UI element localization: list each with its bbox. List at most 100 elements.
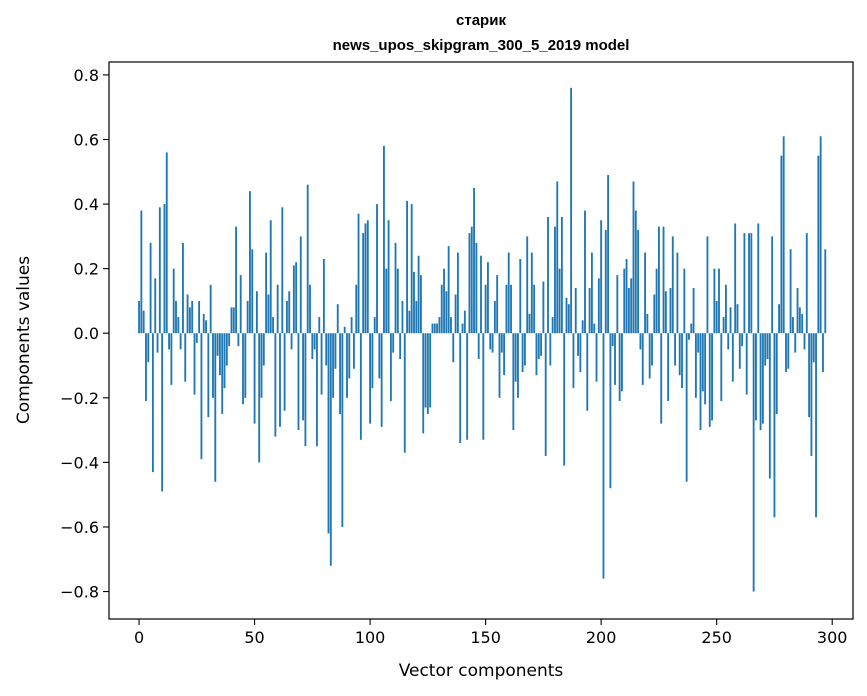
bar-component-107 xyxy=(385,268,388,334)
bar-component-12 xyxy=(165,152,168,334)
bar-component-278 xyxy=(780,155,783,334)
bar-component-99 xyxy=(366,220,369,334)
bar-component-142 xyxy=(466,333,469,440)
bar-component-20 xyxy=(184,333,187,382)
bar-component-277 xyxy=(778,304,780,334)
x-tick-label: 50 xyxy=(244,628,264,647)
bar-component-3 xyxy=(145,333,147,402)
y-tick-label: −0.6 xyxy=(60,518,99,537)
bar-component-137 xyxy=(454,294,457,334)
chart-title: старик xyxy=(456,12,506,29)
bar-component-218 xyxy=(641,333,644,385)
bar-component-194 xyxy=(586,333,589,411)
bar-component-230 xyxy=(669,288,672,334)
y-tick-label: 0.6 xyxy=(74,130,99,149)
bar-component-71 xyxy=(302,333,305,421)
bar-component-134 xyxy=(447,246,450,334)
bar-component-145 xyxy=(473,187,475,334)
bar-component-227 xyxy=(662,226,665,334)
bar-component-68 xyxy=(295,262,298,334)
bar-component-254 xyxy=(725,284,727,334)
bar-component-272 xyxy=(766,333,769,360)
bar-component-292 xyxy=(812,333,815,363)
bar-component-164 xyxy=(517,333,519,398)
bar-component-100 xyxy=(369,333,372,424)
bar-component-22 xyxy=(188,307,191,334)
bar-component-109 xyxy=(389,333,392,402)
bar-component-294 xyxy=(817,155,820,334)
bar-component-280 xyxy=(785,333,787,372)
bar-component-207 xyxy=(616,275,619,334)
bar-component-176 xyxy=(544,333,547,456)
bar-component-21 xyxy=(186,294,189,334)
bar-component-47 xyxy=(246,300,249,334)
y-tick-label: 0.2 xyxy=(74,260,99,279)
bar-component-220 xyxy=(646,313,649,334)
x-tick-label: 100 xyxy=(355,628,386,647)
bar-component-7 xyxy=(154,278,157,334)
bar-component-63 xyxy=(283,333,286,411)
bar-component-255 xyxy=(727,333,730,350)
bar-component-196 xyxy=(590,252,593,334)
bar-component-146 xyxy=(475,242,478,334)
bar-component-154 xyxy=(493,300,496,334)
bar-component-128 xyxy=(433,323,436,334)
bar-component-161 xyxy=(510,284,512,334)
bar-component-248 xyxy=(711,333,713,421)
bar-component-103 xyxy=(376,204,378,334)
bar-component-111 xyxy=(394,242,397,334)
bar-component-41 xyxy=(232,307,235,334)
bar-component-116 xyxy=(406,200,408,334)
bar-component-140 xyxy=(461,323,464,334)
bar-component-44 xyxy=(239,275,242,334)
bar-component-90 xyxy=(346,333,348,398)
bar-component-236 xyxy=(683,268,686,334)
bar-component-213 xyxy=(630,278,633,334)
bar-component-76 xyxy=(313,333,316,350)
bar-component-135 xyxy=(450,317,452,334)
bar-component-26 xyxy=(198,300,201,334)
bar-component-10 xyxy=(161,333,164,492)
bar-component-296 xyxy=(822,333,824,372)
bar-component-84 xyxy=(332,333,335,398)
chart-subtitle: news_upos_skipgram_300_5_2019 model xyxy=(333,37,630,54)
bar-component-208 xyxy=(618,333,621,402)
bar-component-18 xyxy=(179,333,182,350)
bar-component-186 xyxy=(567,304,570,334)
bar-component-195 xyxy=(588,288,591,334)
bar-component-9 xyxy=(158,207,161,334)
x-tick-label: 150 xyxy=(470,628,501,647)
bar-component-265 xyxy=(750,233,753,334)
bar-component-24 xyxy=(193,333,196,395)
bar-component-269 xyxy=(759,333,762,431)
bar-component-284 xyxy=(794,333,797,353)
bar-component-4 xyxy=(147,333,150,363)
bar-component-165 xyxy=(519,258,522,334)
bar-component-175 xyxy=(542,281,545,334)
bar-component-133 xyxy=(445,291,448,334)
bar-component-53 xyxy=(260,333,263,398)
bar-component-291 xyxy=(810,333,813,456)
bar-component-123 xyxy=(422,333,425,434)
bar-component-190 xyxy=(577,333,579,356)
bar-component-173 xyxy=(537,333,540,360)
bar-component-234 xyxy=(678,333,681,376)
bar-component-253 xyxy=(722,317,725,334)
bar-component-283 xyxy=(792,317,794,334)
bar-component-108 xyxy=(387,220,390,334)
bar-component-229 xyxy=(667,333,670,402)
bar-component-46 xyxy=(244,333,247,398)
bar-component-267 xyxy=(755,333,757,421)
bar-component-87 xyxy=(339,333,341,414)
bar-component-156 xyxy=(498,333,501,398)
bar-component-258 xyxy=(734,223,737,334)
bar-component-42 xyxy=(235,226,238,334)
bar-component-256 xyxy=(729,307,732,334)
bar-component-263 xyxy=(745,333,748,395)
bar-component-271 xyxy=(764,333,767,366)
bar-component-257 xyxy=(731,333,734,382)
bar-component-70 xyxy=(299,236,302,334)
bar-component-125 xyxy=(426,333,429,414)
bar-component-241 xyxy=(694,333,697,398)
